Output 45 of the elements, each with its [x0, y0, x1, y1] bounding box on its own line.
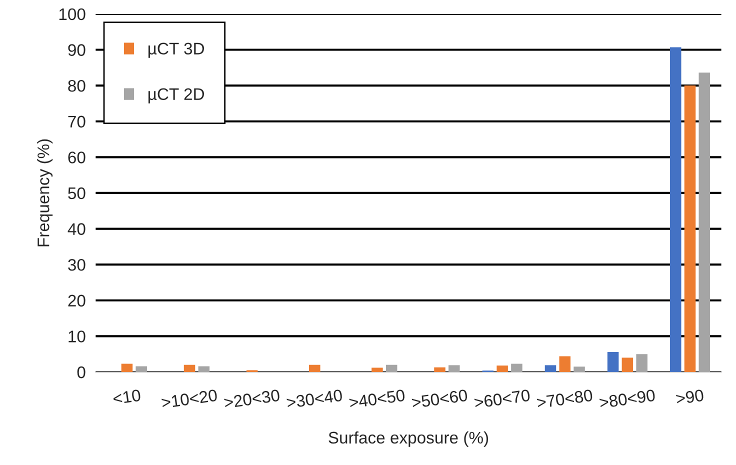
- bar: [372, 368, 383, 372]
- bar: [544, 365, 556, 372]
- bar: [684, 86, 696, 372]
- bar: [574, 366, 585, 372]
- y-axis-title: Frequency (%): [37, 139, 53, 246]
- bar: [448, 365, 460, 372]
- y-tick-label: 30: [68, 258, 86, 271]
- x-tick-label: >10<20: [161, 389, 218, 409]
- y-tick-label: 50: [68, 187, 86, 200]
- bar: [496, 366, 508, 372]
- bar: [622, 358, 634, 372]
- bar: [386, 364, 398, 372]
- y-tick-label: 20: [68, 294, 86, 307]
- x-tick-label: >90: [676, 389, 704, 405]
- x-tick-label: >80<90: [599, 389, 656, 409]
- legend-label: µCT 3D: [148, 42, 204, 58]
- x-tick-label: >60<70: [474, 389, 530, 409]
- bar: [136, 366, 147, 372]
- y-tick-label: 10: [68, 330, 86, 342]
- y-tick-label: 80: [68, 80, 86, 92]
- x-tick-label: >50<60: [412, 389, 468, 409]
- bar: [698, 72, 710, 372]
- bar: [636, 354, 648, 372]
- x-tick-label: >70<80: [536, 389, 593, 409]
- legend-label: µCT 2D: [148, 88, 204, 104]
- y-tick-label: 90: [68, 44, 86, 56]
- bar: [559, 356, 571, 372]
- bar: [434, 367, 446, 372]
- bar: [670, 47, 682, 372]
- y-tick-label: 100: [59, 8, 86, 20]
- x-tick-label: >40<50: [349, 389, 406, 409]
- bar: [309, 364, 320, 372]
- x-tick-label: >20<30: [224, 389, 280, 409]
- bar: [607, 352, 619, 372]
- bar: [121, 364, 133, 372]
- bar: [184, 364, 196, 372]
- y-tick-label: 0: [77, 366, 86, 378]
- bar: [198, 366, 210, 372]
- bar: [511, 364, 522, 372]
- x-axis-title: Surface exposure (%): [328, 431, 488, 447]
- y-tick-label: 70: [68, 116, 86, 128]
- x-tick-label: <10: [112, 389, 141, 405]
- y-tick-label: 60: [68, 152, 86, 164]
- x-tick-label: >30<40: [286, 389, 343, 409]
- y-tick-label: 40: [68, 223, 86, 235]
